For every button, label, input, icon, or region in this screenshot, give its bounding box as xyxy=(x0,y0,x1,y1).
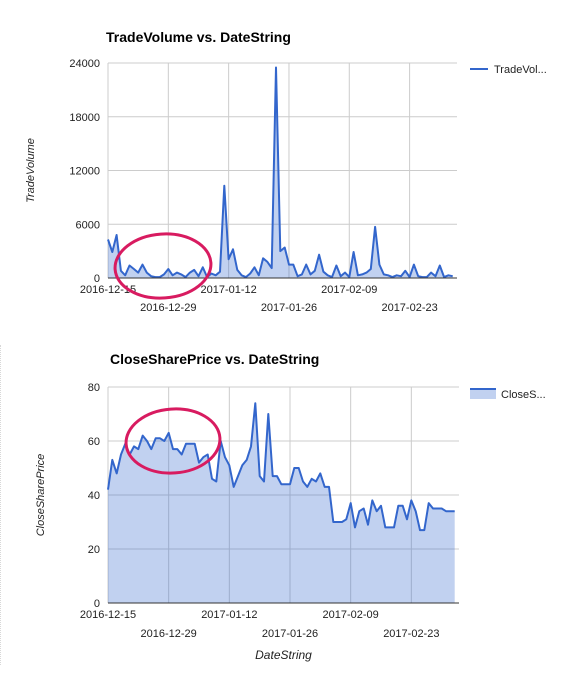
chart-title: TradeVolume vs. DateString xyxy=(106,29,291,45)
y-tick-label: 6000 xyxy=(76,219,100,231)
page-edge-rule xyxy=(0,345,2,665)
x-tick-label: 2017-02-23 xyxy=(381,302,437,314)
y-tick-label: 60 xyxy=(88,436,100,448)
y-tick-label: 20 xyxy=(88,544,100,556)
legend-label: TradeVol... xyxy=(494,64,547,76)
x-axis-label: DateString xyxy=(255,648,312,662)
chart-1: TradeVolume vs. DateString06000120001800… xyxy=(25,29,547,314)
x-tick-label: 2017-01-26 xyxy=(261,302,317,314)
x-tick-label: 2017-01-12 xyxy=(201,284,257,296)
x-tick-label: 2016-12-29 xyxy=(141,628,197,640)
legend-label: CloseS... xyxy=(501,389,546,401)
y-tick-label: 24000 xyxy=(69,58,100,70)
chart-2: CloseSharePrice vs. DateString0204060802… xyxy=(35,351,546,662)
x-tick-label: 2017-02-09 xyxy=(323,609,379,621)
y-tick-label: 80 xyxy=(88,382,100,394)
series-line xyxy=(108,68,453,278)
x-tick-label: 2017-01-12 xyxy=(201,609,257,621)
x-tick-label: 2017-02-23 xyxy=(383,628,439,640)
x-tick-label: 2017-02-09 xyxy=(321,284,377,296)
legend: CloseS... xyxy=(470,389,546,401)
y-tick-label: 12000 xyxy=(69,166,100,178)
legend: TradeVol... xyxy=(470,64,547,76)
y-tick-label: 18000 xyxy=(69,112,100,124)
y-tick-label: 40 xyxy=(88,490,100,502)
x-tick-label: 2016-12-15 xyxy=(80,609,136,621)
legend-swatch-area xyxy=(470,389,496,399)
chart-title: CloseSharePrice vs. DateString xyxy=(110,351,319,367)
x-tick-label: 2016-12-29 xyxy=(140,302,196,314)
x-tick-label: 2017-01-26 xyxy=(262,628,318,640)
series-area xyxy=(108,403,455,603)
y-axis-label: TradeVolume xyxy=(25,138,37,203)
highlight-circle xyxy=(113,231,213,302)
y-axis-label: CloseSharePrice xyxy=(35,454,47,537)
